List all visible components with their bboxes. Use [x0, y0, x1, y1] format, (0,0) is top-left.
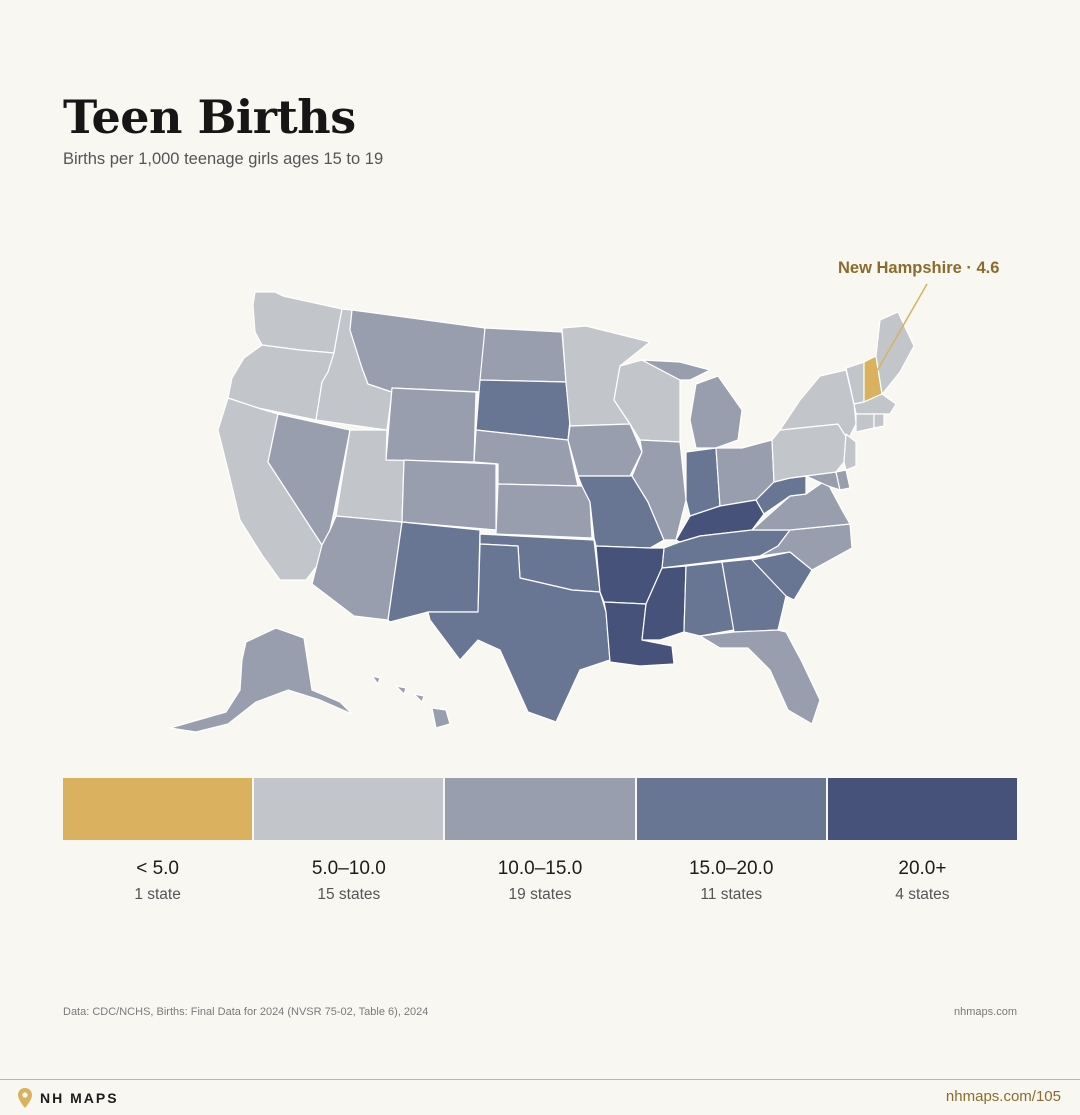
state-NM[interactable] [387, 521, 481, 623]
state-CT[interactable] [855, 413, 875, 433]
legend-bar [63, 778, 1018, 840]
legend-item: 5.0–10.0 15 states [254, 858, 443, 904]
legend-range: 10.0–15.0 [497, 858, 583, 879]
brand-name: NH MAPS [40, 1090, 119, 1106]
new-hampshire-callout: New Hampshire · 4.6 [838, 259, 1000, 277]
page-subtitle: Births per 1,000 teenage girls ages 15 t… [63, 150, 384, 168]
state-MT[interactable] [349, 309, 486, 393]
page-title: Teen Births [63, 90, 356, 144]
data-source: Data: CDC/NCHS, Births: Final Data for 2… [63, 1006, 429, 1018]
state-ME[interactable] [875, 311, 915, 395]
legend-swatch-2 [254, 778, 444, 840]
legend-item: < 5.0 1 state [63, 858, 252, 904]
us-choropleth-map [169, 283, 928, 733]
state-WA[interactable] [252, 291, 343, 354]
map-pin-icon [18, 1088, 32, 1108]
legend-item: 10.0–15.0 19 states [445, 858, 634, 904]
state-TX[interactable] [427, 543, 611, 723]
legend-range: < 5.0 [136, 858, 179, 879]
state-IN[interactable] [685, 447, 721, 517]
state-NJ[interactable] [843, 433, 857, 471]
state-HI[interactable] [371, 675, 451, 729]
state-MI[interactable] [641, 359, 743, 449]
state-IL[interactable] [631, 439, 687, 541]
brand[interactable]: NH MAPS [18, 1088, 119, 1108]
legend-count: 11 states [700, 886, 763, 903]
state-IA[interactable] [567, 423, 643, 477]
legend-swatch-5 [827, 778, 1018, 840]
legend-swatch-1 [63, 778, 253, 840]
legend-range: 20.0+ [898, 858, 947, 879]
legend-count: 4 states [895, 886, 950, 903]
callout-leader-line [872, 283, 928, 379]
site-link[interactable]: nhmaps.com [954, 1006, 1017, 1018]
legend-item: 15.0–20.0 11 states [637, 858, 826, 904]
legend-swatch-4 [636, 778, 826, 840]
state-KS[interactable] [495, 483, 593, 539]
legend-item: 20.0+ 4 states [828, 858, 1017, 904]
legend-range: 15.0–20.0 [688, 858, 774, 879]
legend-count: 1 state [134, 886, 181, 903]
legend-labels: < 5.0 1 state 5.0–10.0 15 states 10.0–15… [63, 858, 1017, 904]
state-ND[interactable] [479, 327, 567, 383]
state-AL[interactable] [683, 561, 735, 637]
page-url-link[interactable]: nhmaps.com/105 [945, 1088, 1061, 1105]
state-CO[interactable] [401, 459, 497, 531]
state-WY[interactable] [385, 387, 477, 463]
state-NC[interactable] [759, 523, 853, 571]
state-RI[interactable] [873, 413, 885, 429]
legend-swatch-3 [445, 778, 635, 840]
legend-range: 5.0–10.0 [311, 858, 386, 879]
state-DE[interactable] [835, 469, 851, 491]
state-AK[interactable] [169, 627, 353, 733]
legend-count: 19 states [508, 886, 572, 903]
legend-count: 15 states [317, 886, 381, 903]
footer-divider [0, 1079, 1080, 1080]
state-FL[interactable] [699, 629, 821, 725]
